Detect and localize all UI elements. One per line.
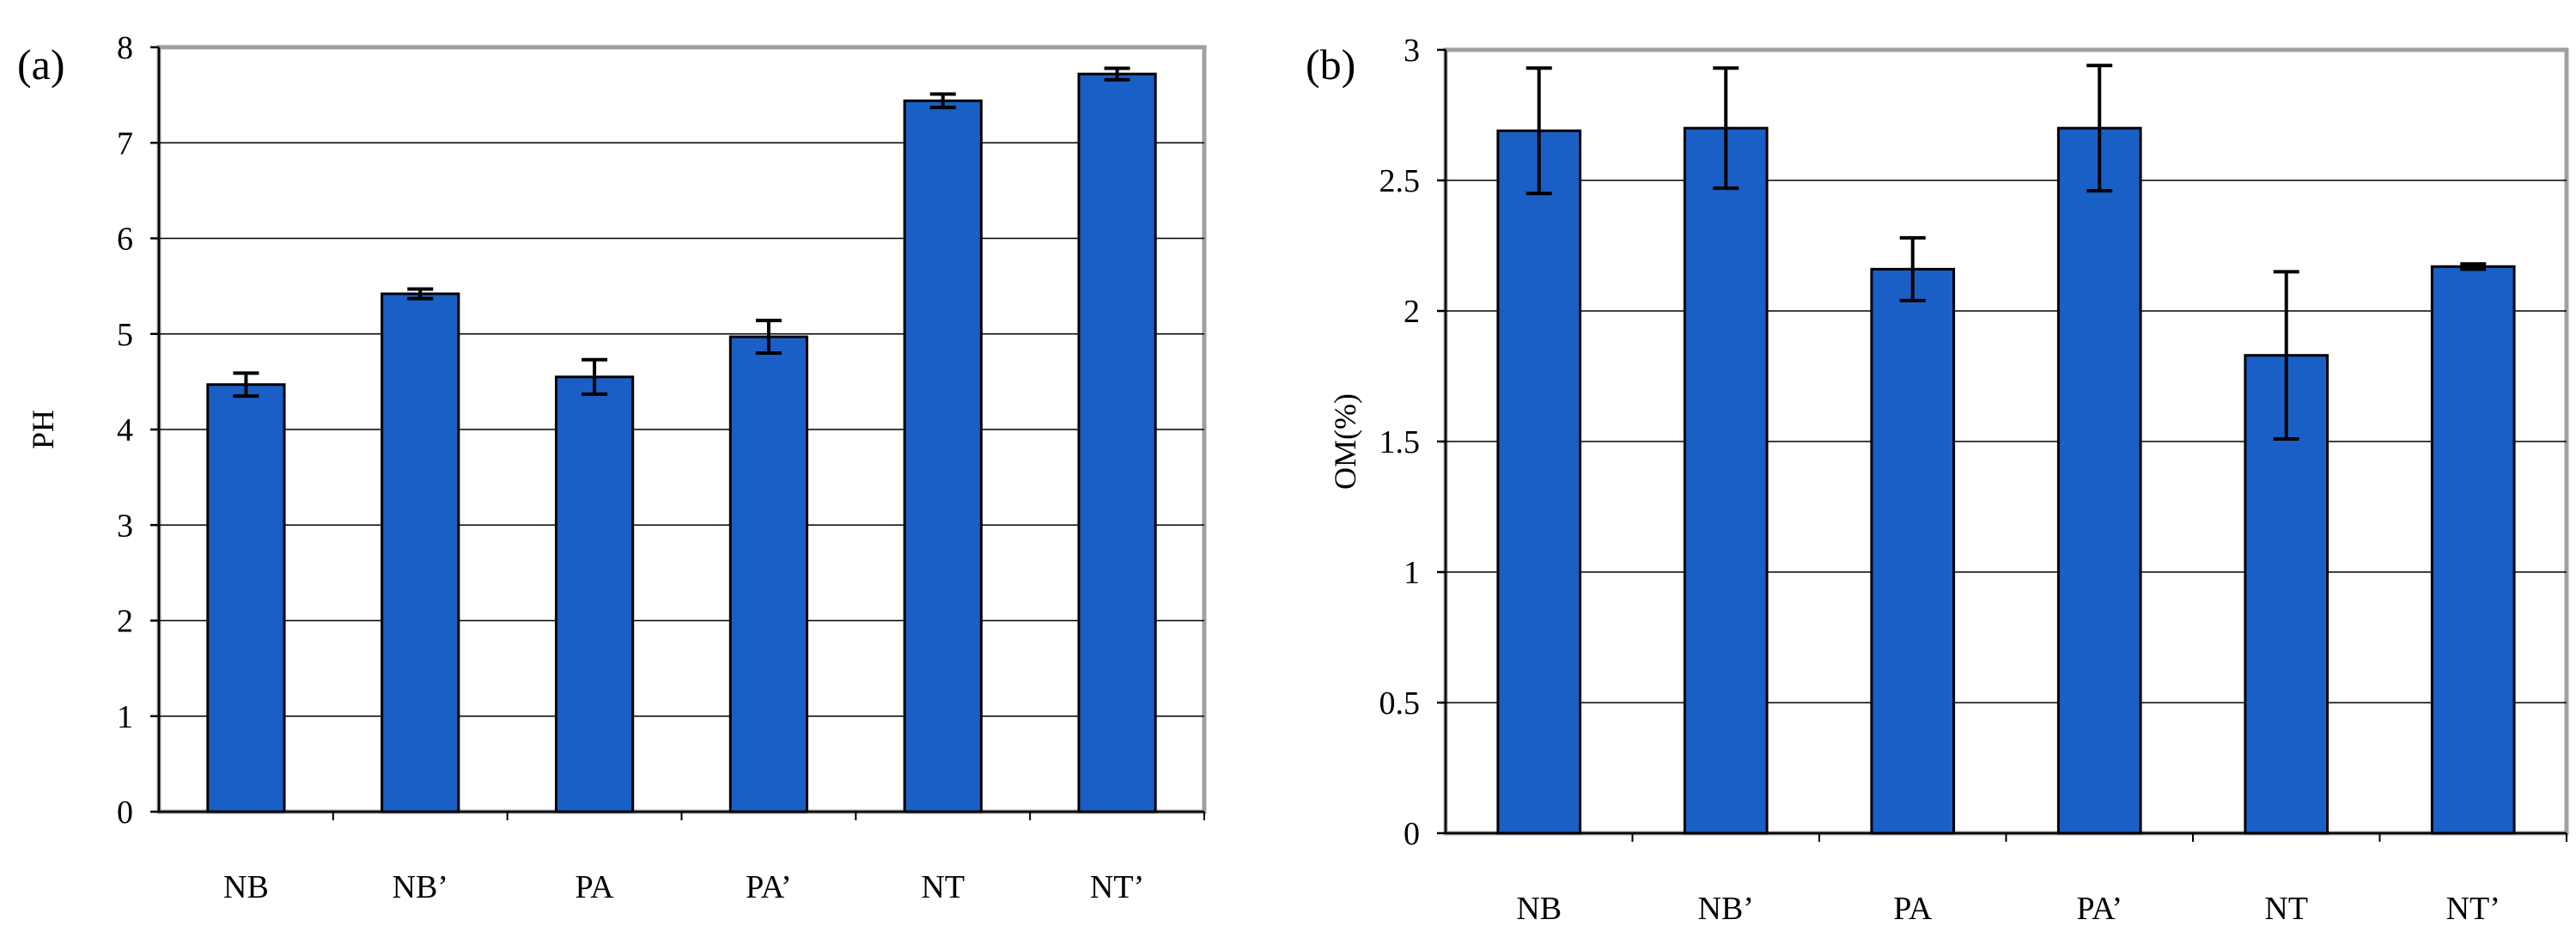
y-tick-label: 5: [117, 317, 133, 353]
bar: [1683, 126, 1769, 835]
y-tick-label: 0: [1404, 816, 1420, 852]
y-tick-label: 2: [117, 604, 133, 640]
y-tick-label: 8: [117, 30, 133, 66]
x-tick-label: NT’: [1090, 869, 1144, 905]
y-tick-label: 1: [1404, 555, 1420, 591]
bar: [903, 99, 983, 813]
y-tick-label: 3: [1404, 33, 1420, 69]
y-tick-label: 6: [117, 222, 133, 258]
y-tick-label: 4: [117, 412, 133, 448]
x-tick-label: PA’: [2076, 891, 2122, 927]
bar: [206, 383, 286, 813]
bar: [1496, 129, 1582, 835]
y-tick-label: 7: [117, 125, 133, 161]
x-tick-label: NB: [223, 869, 269, 905]
bar: [2056, 126, 2142, 835]
x-tick-label: PA’: [746, 869, 792, 905]
panel-b-chart: 0 0.5 1 1.5 2 2.5 3 NB NB’ PA PA’ NT NT’ OM(%) (b): [1306, 33, 2569, 927]
y-axis-title: OM(%): [1328, 393, 1362, 490]
y-axis-title: PH: [26, 410, 60, 449]
x-tick-label: PA: [575, 869, 615, 905]
panel-a-chart: 0 1 2 3 4 5 6 7 8 NB NB’ PA PA’ NT NT’ PH (a): [17, 30, 1207, 905]
bar: [1870, 267, 1956, 835]
y-tick-label: 1.5: [1379, 424, 1421, 460]
x-tick-label: NT: [2264, 891, 2308, 927]
y-tick-label: 3: [117, 508, 133, 544]
bar: [728, 335, 809, 813]
x-tick-label: NB: [1516, 891, 1562, 927]
y-tick-label: 2.5: [1379, 163, 1421, 199]
panel-label: (b): [1306, 40, 1355, 88]
x-tick-label: NB’: [1698, 891, 1754, 927]
bar: [381, 292, 460, 813]
y-tick-label: 0.5: [1379, 685, 1421, 722]
y-tick-label: 1: [117, 699, 133, 735]
x-tick-label: NB’: [393, 869, 448, 905]
panel-label: (a): [17, 40, 65, 88]
x-tick-label: NT: [921, 869, 965, 905]
y-tick-label: 2: [1404, 294, 1420, 330]
bar: [554, 375, 635, 813]
y-tick-label: 0: [117, 795, 133, 831]
x-tick-label: NT’: [2446, 891, 2500, 927]
x-tick-label: PA: [1893, 891, 1933, 927]
bar: [2430, 265, 2516, 835]
bar: [1077, 72, 1157, 813]
